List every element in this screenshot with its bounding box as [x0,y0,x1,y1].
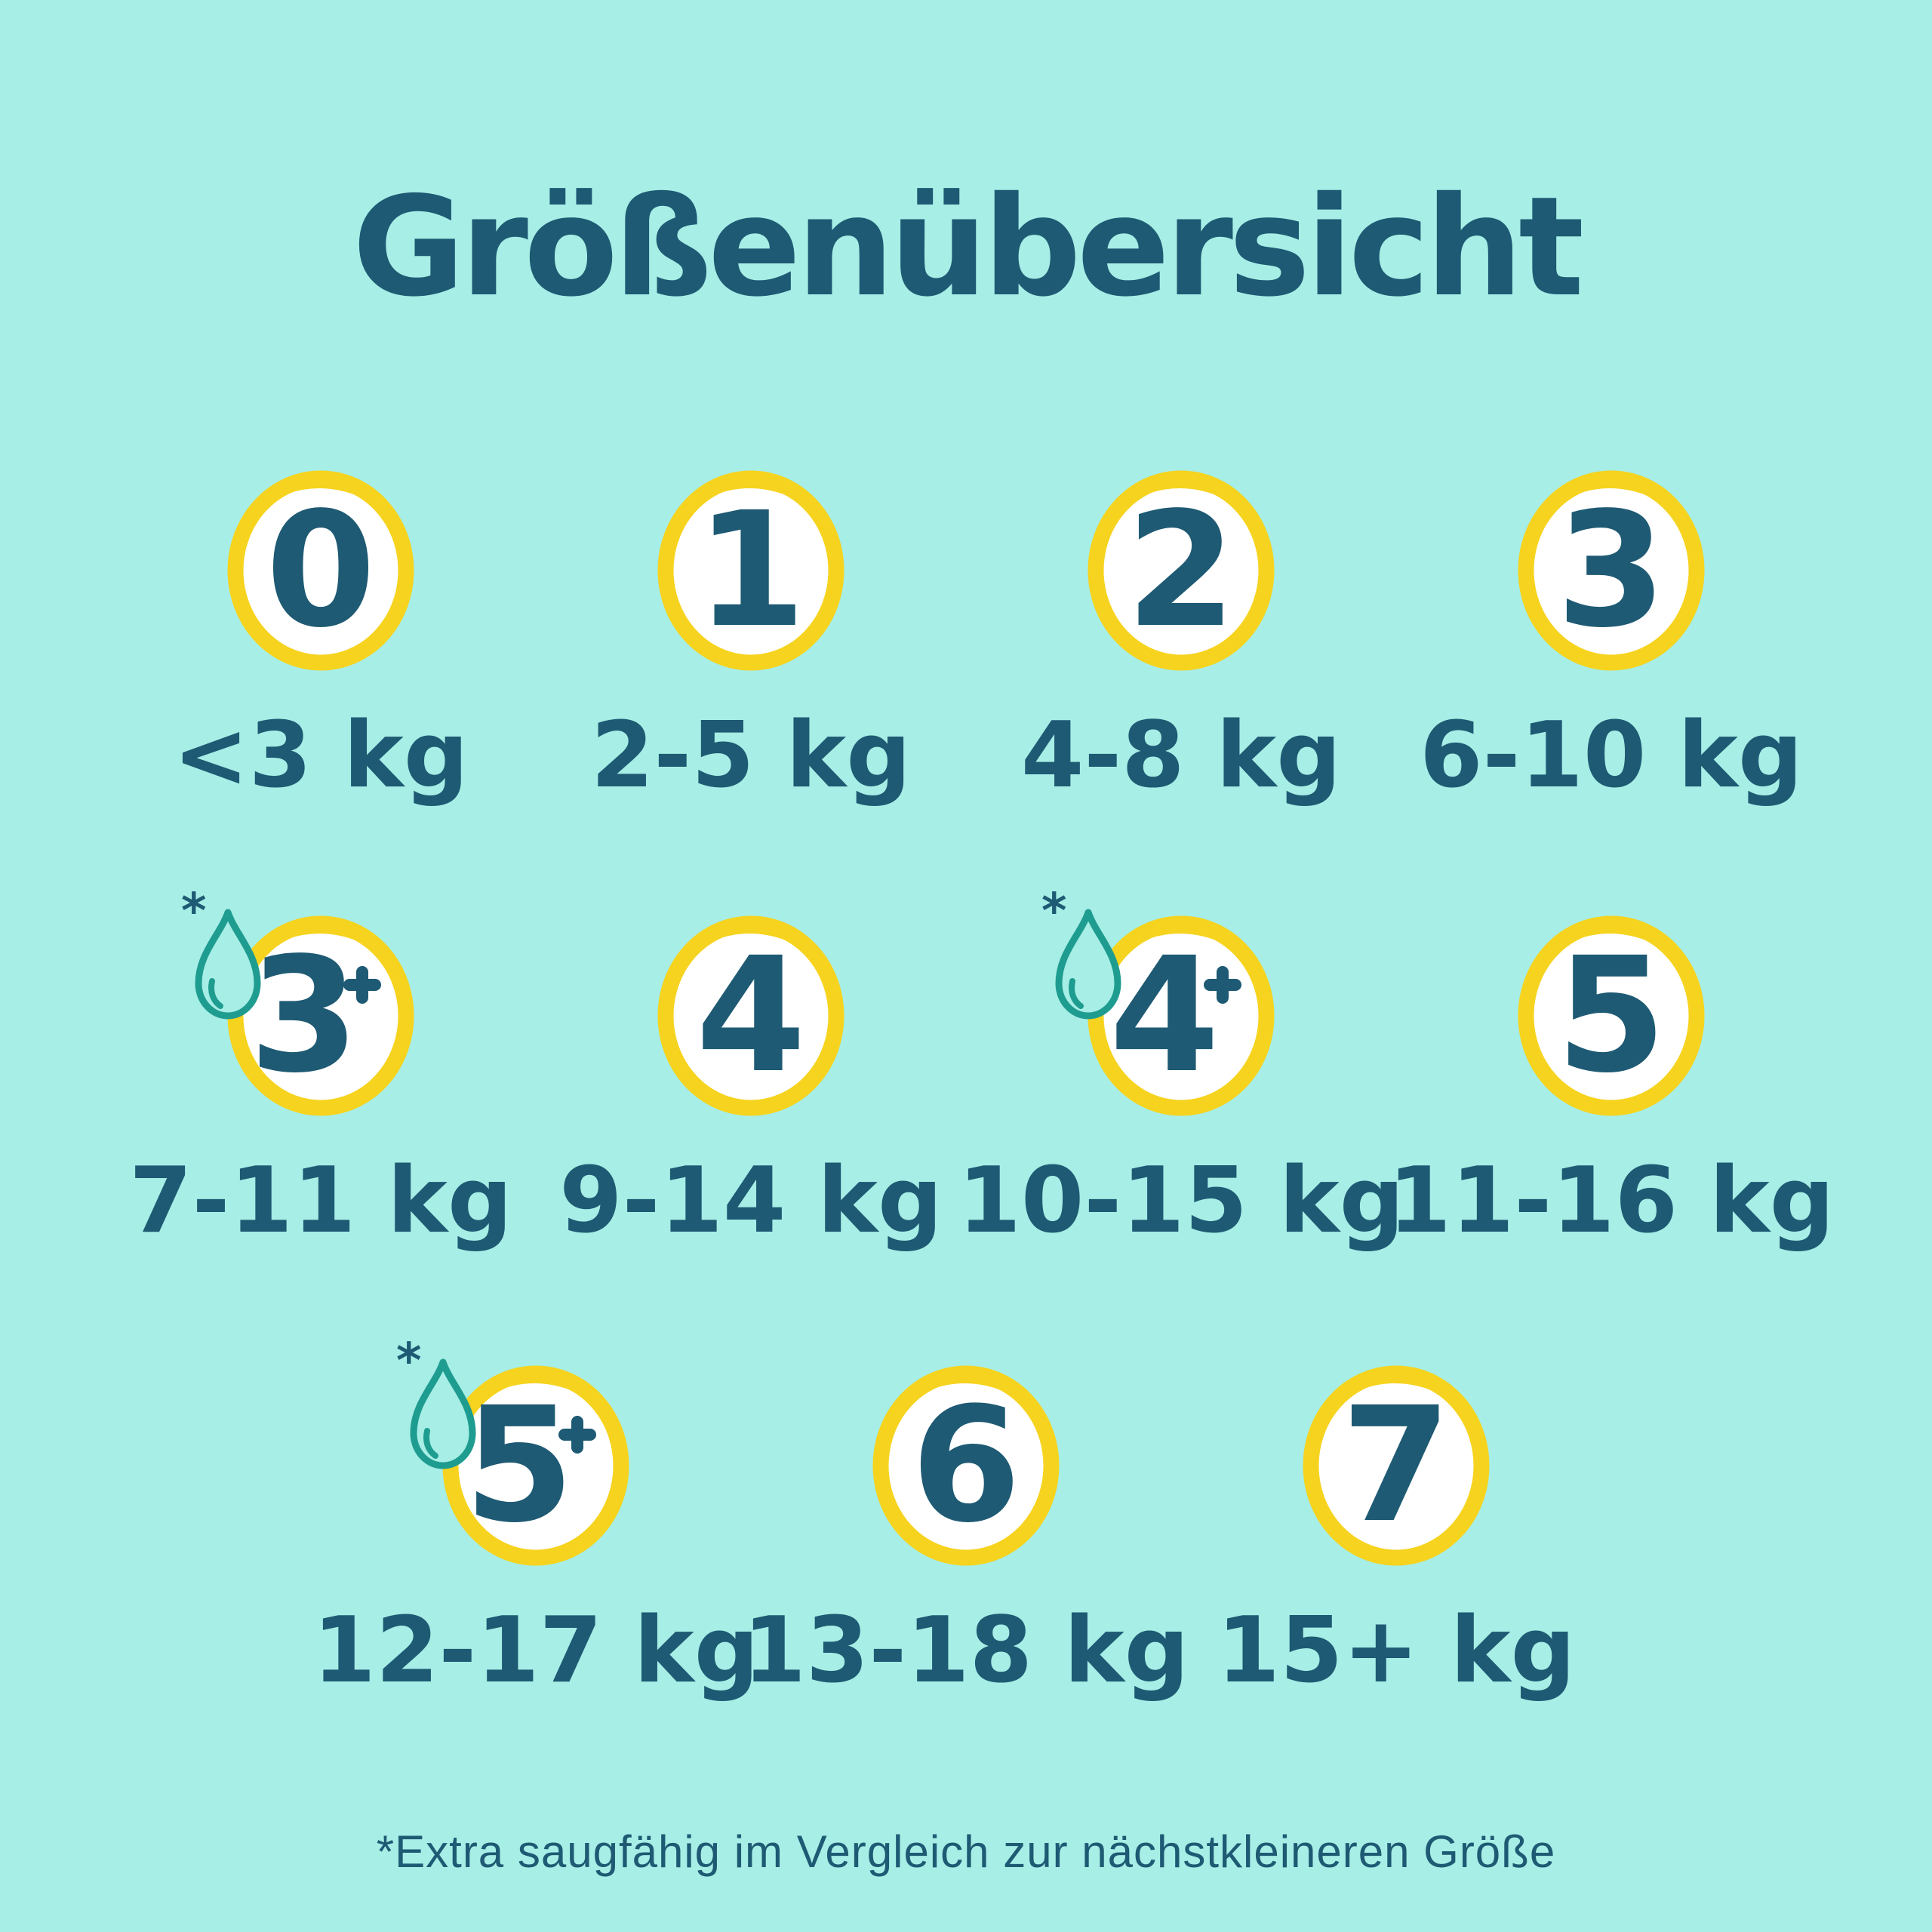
size-number: 3 [248,923,360,1109]
size-badge-6: 6 [872,1364,1060,1567]
size-cell-4plus: * 4 10-15 kg [958,888,1404,1256]
size-badge-5plus: * 5 [396,1337,630,1567]
size-number-wrap: 4 [657,915,845,1117]
size-number-wrap: 1 [657,469,845,672]
size-cell-7: 7 15+ kg [1181,1364,1611,1706]
weight-label: 7-11 kg [129,1149,512,1254]
yellow-ring-icon [657,915,844,1116]
size-number-wrap: 5 [441,1364,630,1567]
size-number-wrap: 5 [1517,915,1706,1117]
size-number: 5 [463,1373,575,1558]
size-cell-2: 2 4-8 kg [966,469,1396,811]
size-number: 0 [265,478,377,663]
size-badge-1: 1 [657,469,845,672]
size-badge-2: 2 [1087,469,1275,672]
plus-icon [1204,966,1241,1004]
weight-label: 13-18 kg [743,1598,1189,1704]
droplet-icon [1055,909,1121,1020]
size-cell-3: 3 6-10 kg [1396,469,1826,811]
weight-label: 4-8 kg [1020,703,1342,809]
size-cell-6: 6 13-18 kg [743,1364,1189,1706]
size-number: 4 [1109,923,1220,1109]
size-cell-0: 0 <3 kg [106,469,536,811]
size-number-wrap: 4 [1087,915,1275,1117]
plus-icon [558,1416,596,1454]
size-number: 4 [695,923,807,1109]
yellow-ring-icon [1303,1365,1490,1566]
size-cell-4: 4 9-14 kg [536,915,966,1256]
size-badge-3: 3 [1517,469,1706,672]
size-badge-3plus: * 3 [181,888,415,1117]
size-number: 1 [695,478,807,663]
weight-label: 12-17 kg [312,1598,759,1704]
droplet-icon [195,909,261,1020]
weight-label: 6-10 kg [1420,703,1803,809]
weight-label: 15+ kg [1217,1598,1576,1704]
size-number: 6 [910,1373,1022,1558]
size-badge-4plus: * 4 [1041,888,1275,1117]
yellow-ring-icon [657,470,844,671]
size-number: 3 [1555,478,1667,663]
size-number-wrap: 3 [1517,469,1706,672]
size-number: 5 [1555,923,1667,1109]
asterisk-marker: * [396,1334,422,1390]
size-row-1: 0 <3 kg 1 2-5 kg [0,469,1932,811]
size-number-wrap: 6 [872,1364,1060,1567]
size-number-wrap: 3 [226,915,415,1117]
size-badge-4: 4 [657,915,845,1117]
weight-label: 10-15 kg [958,1149,1404,1254]
asterisk-marker: * [181,884,207,940]
size-cell-5: 5 11-16 kg [1388,915,1835,1256]
size-row-2: * 3 7-11 kg 4 9-14 kg [0,888,1932,1256]
size-cell-3plus: * 3 7-11 kg [106,888,536,1256]
size-number-wrap: 0 [226,469,415,672]
size-number: 2 [1125,478,1237,663]
size-number-wrap: 2 [1087,469,1275,672]
yellow-ring-icon [1518,915,1705,1116]
droplet-icon [410,1358,476,1469]
yellow-ring-icon [872,1365,1060,1566]
weight-label: <3 kg [173,703,469,809]
weight-label: 11-16 kg [1388,1149,1835,1254]
size-number-wrap: 7 [1302,1364,1491,1567]
size-cell-1: 1 2-5 kg [536,469,966,811]
asterisk-marker: * [1041,884,1067,940]
weight-label: 2-5 kg [590,703,912,809]
yellow-ring-icon [227,470,414,671]
size-badge-5: 5 [1517,915,1706,1117]
size-row-3: * 5 12-17 kg 6 13-18 kg [0,1337,1932,1706]
size-number: 7 [1340,1373,1452,1558]
page-title: Größenübersicht [352,167,1584,327]
size-badge-7: 7 [1302,1364,1491,1567]
footnote: *Extra saugfähig im Vergleich zur nächst… [376,1826,1556,1878]
yellow-ring-icon [1088,470,1275,671]
yellow-ring-icon [1518,470,1705,671]
weight-label: 9-14 kg [559,1149,943,1254]
plus-icon [343,966,381,1004]
size-badge-0: 0 [226,469,415,672]
size-cell-5plus: * 5 12-17 kg [312,1337,758,1706]
